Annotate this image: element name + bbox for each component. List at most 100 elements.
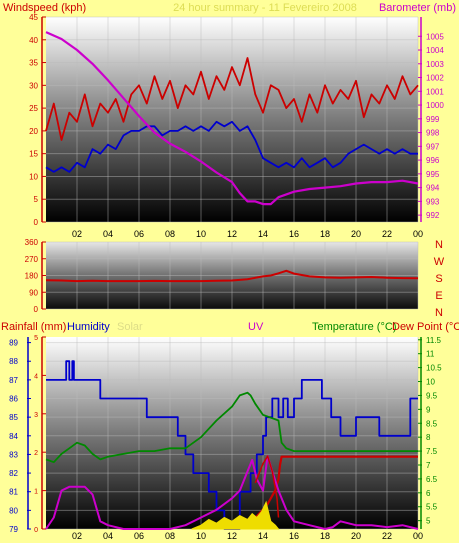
- windspeed-tick-label: 45: [29, 13, 38, 22]
- humidity-tick-label: 89: [9, 339, 18, 348]
- temperature-tick-label: 10: [426, 378, 435, 387]
- rainfall-axis-label: Rainfall (mm): [1, 321, 66, 333]
- rainfall-tick-label: 2: [34, 450, 38, 457]
- chart-title: 24 hour summary - 11 Fevereiro 2008: [173, 2, 357, 14]
- rainfall-tick-label: 5: [34, 335, 38, 342]
- climate-x-tick-label: 06: [134, 531, 144, 541]
- barometer-tick-label: 1001: [426, 87, 444, 96]
- direction-tick-label: 0: [34, 305, 39, 314]
- climate-x-tick-label: 04: [103, 531, 113, 541]
- barometer-axis-label: Barometer (mb): [379, 2, 456, 14]
- wind-x-tick-label: 08: [165, 229, 175, 239]
- rainfall-tick-label: 1: [34, 489, 38, 496]
- direction-tick-label: 180: [25, 272, 39, 281]
- compass-letter: N: [435, 307, 443, 319]
- rainfall-tick-label: 3: [34, 412, 38, 419]
- climate-series-rain-gust: [254, 455, 280, 518]
- barometer-tick-label: 997: [426, 142, 440, 151]
- climate-series: [45, 360, 419, 530]
- wind-x-tick-label: 06: [134, 229, 144, 239]
- wind-series: [45, 31, 419, 206]
- climate-x-tick-label: 14: [258, 531, 268, 541]
- barometer-tick-label: 1003: [426, 60, 444, 69]
- barometer-tick-label: 1000: [426, 101, 444, 110]
- barometer-tick-label: 998: [426, 129, 440, 138]
- direction-series: [45, 269, 419, 283]
- direction-tick-label: 270: [25, 255, 39, 264]
- rainfall-tick-label: 0: [34, 527, 38, 534]
- temperature-tick-label: 9: [426, 405, 431, 414]
- windspeed-axis-label: Windspeed (kph): [3, 2, 86, 14]
- compass-letter: N: [435, 239, 443, 251]
- wind-series-average: [45, 120, 418, 173]
- barometer-tick-label: 996: [426, 156, 440, 165]
- temperature-ticks: 5 5.5 6 6.5 7 7.5 8 8.5 9 9.5 10 10.5 11 11.5: [418, 336, 442, 529]
- climate-series-uv: [45, 455, 419, 530]
- windspeed-tick-label: 15: [29, 150, 38, 159]
- wind-x-ticks: 02 04 06 08 10 12 14 16 18 20 22 00: [72, 229, 423, 239]
- temperature-tick-label: 6.5: [426, 475, 438, 484]
- climate-x-tick-label: 00: [413, 531, 423, 541]
- wind-series-pressure: [45, 31, 419, 206]
- wind-x-tick-label: 12: [227, 229, 237, 239]
- windspeed-tick-label: 20: [29, 127, 38, 136]
- compass-letter: S: [435, 273, 442, 285]
- climate-x-tick-label: 10: [196, 531, 206, 541]
- barometer-tick-label: 1002: [426, 74, 444, 83]
- barometer-tick-label: 992: [426, 211, 440, 220]
- barometer-ticks: 992 993 994 995 996 997 998 999 1000 1001 1002 1003…: [418, 17, 444, 222]
- temperature-tick-label: 6: [426, 489, 431, 498]
- windspeed-tick-label: 5: [34, 195, 39, 204]
- barometer-tick-label: 995: [426, 170, 440, 179]
- windspeed-tick-label: 10: [29, 172, 38, 181]
- windspeed-tick-label: 25: [29, 104, 38, 113]
- humidity-axis-label: Humidity: [67, 321, 110, 333]
- climate-x-tick-label: 16: [289, 531, 299, 541]
- direction-ticks: 0 90 180 270 360: [25, 238, 46, 314]
- windspeed-tick-label: 40: [29, 36, 38, 45]
- windspeed-tick-label: 30: [29, 81, 38, 90]
- direction-plot-area: [46, 242, 418, 309]
- wind-x-tick-label: 22: [382, 229, 392, 239]
- wind-x-tick-label: 10: [196, 229, 206, 239]
- compass-letter: W: [434, 256, 445, 268]
- barometer-tick-label: 999: [426, 115, 440, 124]
- temperature-axis-label: Temperature (°C): [312, 321, 396, 333]
- direction-tick-label: 90: [29, 288, 38, 297]
- temperature-tick-label: 9.5: [426, 391, 438, 400]
- barometer-tick-label: 1005: [426, 32, 444, 41]
- wind-series-gust: [45, 57, 419, 141]
- temperature-tick-label: 8.5: [426, 419, 438, 428]
- climate-series-temperature: [45, 391, 418, 464]
- humidity-tick-label: 84: [9, 432, 18, 441]
- wind-x-tick-label: 14: [258, 229, 268, 239]
- temperature-tick-label: 10.5: [426, 364, 442, 373]
- solar-area: [191, 500, 280, 530]
- climate-series-humidity: [46, 360, 418, 530]
- humidity-tick-label: 88: [9, 357, 18, 366]
- humidity-tick-label: 79: [9, 525, 18, 534]
- wind-x-tick-label: 00: [413, 229, 423, 239]
- rainfall-tick-label: 4: [34, 373, 38, 380]
- temperature-tick-label: 11.5: [426, 336, 442, 345]
- climate-x-tick-label: 02: [72, 531, 82, 541]
- humidity-ticks: 79 80 81 82 83 84 85 86 87 88 89: [9, 337, 31, 534]
- wind-plot-area: [46, 17, 418, 222]
- temperature-tick-label: 7: [426, 461, 431, 470]
- wind-direction-line: [45, 269, 419, 283]
- wind-x-tick-label: 04: [103, 229, 113, 239]
- solar-axis-label: Solar: [117, 321, 143, 333]
- climate-x-tick-label: 08: [165, 531, 175, 541]
- windspeed-tick-label: 35: [29, 59, 38, 68]
- humidity-tick-label: 83: [9, 450, 18, 459]
- climate-x-ticks: 02 04 06 08 10 12 14 16 18 20 22 00: [72, 531, 423, 541]
- dew-point-axis-label: Dew Point (°C): [392, 321, 459, 333]
- humidity-tick-label: 80: [9, 506, 18, 515]
- climate-x-tick-label: 22: [382, 531, 392, 541]
- humidity-tick-label: 87: [9, 376, 18, 385]
- direction-tick-label: 360: [25, 238, 39, 247]
- climate-x-tick-label: 20: [351, 531, 361, 541]
- climate-x-tick-label: 18: [320, 531, 330, 541]
